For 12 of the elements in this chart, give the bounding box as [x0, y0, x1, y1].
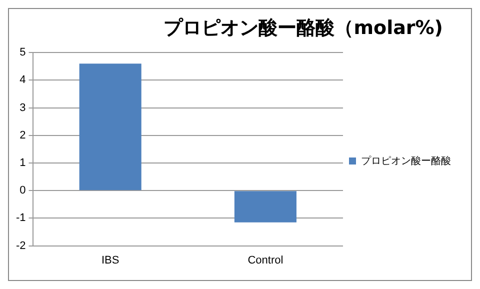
x-tick-label: IBS [101, 254, 120, 266]
y-tick-label: 2 [20, 129, 26, 142]
y-tick-label: -2 [16, 240, 26, 252]
y-tick-label: 3 [20, 102, 26, 114]
chart-title: プロピオン酸ー酪酸（molar%) [162, 16, 444, 41]
x-tick-label: Control [248, 254, 284, 266]
y-tick-label: -1 [16, 212, 26, 224]
y-tick-label: 1 [20, 157, 26, 170]
legend-label: プロピオン酸ー酪酸 [361, 154, 451, 167]
y-tick-label: 5 [20, 46, 26, 59]
y-tick-label: 4 [20, 74, 26, 86]
y-tick-label: 0 [20, 184, 26, 197]
